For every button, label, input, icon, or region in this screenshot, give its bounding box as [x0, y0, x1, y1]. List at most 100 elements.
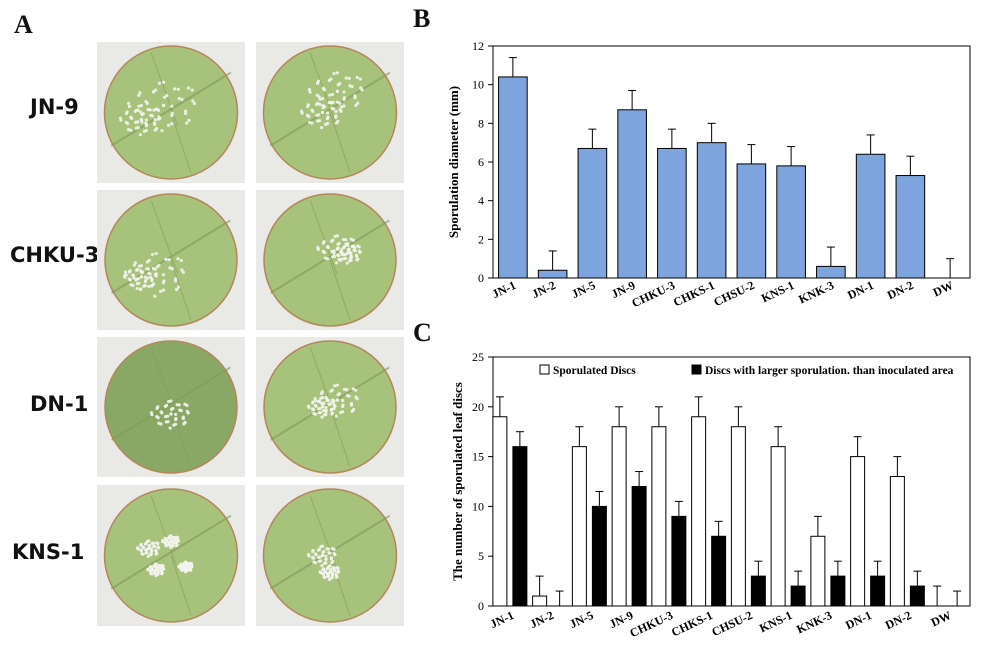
bar — [671, 515, 687, 607]
bar — [909, 585, 925, 607]
bar — [537, 269, 568, 279]
leaf-disc-drawing — [103, 45, 239, 180]
y-tick-label: 2 — [478, 232, 484, 246]
bar — [810, 535, 826, 607]
bar — [577, 147, 608, 279]
bar — [591, 505, 607, 607]
x-tick-label: KNS-1 — [759, 278, 796, 305]
bar — [691, 416, 707, 607]
y-tick-label: 10 — [472, 499, 484, 513]
chart-b-frame — [492, 45, 971, 279]
x-tick-label: JN-1 — [488, 608, 516, 631]
leaf-disc-drawing — [263, 193, 397, 327]
y-axis-label: The number of sporulated leaf discs — [450, 382, 465, 581]
y-tick-label: 10 — [472, 78, 484, 92]
leaf-disc-drawing — [262, 488, 398, 623]
leaf-disc-drawing — [103, 488, 239, 623]
y-tick-label: 15 — [472, 450, 484, 464]
y-tick-label: 0 — [478, 271, 484, 285]
leaf-disc-photo — [97, 485, 245, 626]
bar — [855, 153, 886, 279]
row-label-dn-1: DN-1 — [30, 392, 89, 416]
bar — [617, 109, 647, 279]
bar — [571, 446, 587, 607]
leaf-disc-photo — [256, 190, 404, 330]
x-tick-label: JN-5 — [567, 608, 595, 631]
leaf-disc-drawing — [104, 340, 238, 474]
bar — [790, 585, 806, 607]
x-tick-label: CHKU-3 — [630, 278, 678, 310]
row-label-jn-9: JN-9 — [30, 95, 79, 119]
x-tick-label: DW — [929, 608, 954, 629]
leaf-disc-photo — [97, 337, 245, 477]
x-tick-label: DN-1 — [845, 278, 876, 302]
leaf-disc-drawing — [262, 45, 398, 180]
leaf-disc-drawing — [104, 193, 238, 327]
y-tick-label: 20 — [472, 400, 484, 414]
x-tick-label: JN-9 — [607, 608, 635, 631]
x-tick-label: JN-2 — [528, 608, 556, 631]
legend-label: Sporulated Discs — [553, 365, 636, 377]
bar — [492, 416, 508, 607]
bar — [631, 485, 647, 607]
bar — [730, 426, 746, 607]
y-tick-label: 5 — [478, 549, 484, 563]
x-tick-label: KNS-1 — [757, 608, 794, 635]
y-tick-label: 12 — [472, 39, 484, 53]
y-tick-label: 0 — [478, 599, 484, 613]
x-tick-label: DN-1 — [843, 608, 874, 632]
y-axis-label: Sporulation diameter (mm) — [446, 86, 461, 238]
x-tick-label: CHSU-2 — [711, 278, 756, 309]
y-tick-label: 25 — [472, 350, 484, 364]
x-tick-label: JN-9 — [609, 278, 637, 301]
legend-swatch — [691, 364, 702, 375]
row-label-kns-1: KNS-1 — [12, 540, 85, 564]
row-label-chku-3: CHKU-3 — [10, 243, 100, 267]
bar — [498, 76, 528, 279]
bar — [651, 426, 667, 607]
y-tick-label: 8 — [478, 116, 484, 130]
x-tick-label: JN-1 — [490, 278, 518, 301]
leaf-disc-photo — [256, 337, 404, 477]
bar — [776, 165, 806, 279]
y-tick-label: 4 — [478, 194, 484, 208]
x-tick-label: KNK-3 — [794, 608, 834, 636]
leaf-disc-photo — [256, 42, 404, 183]
bar — [830, 575, 846, 607]
x-tick-label: CHSU-2 — [709, 608, 754, 639]
x-tick-label: CHKS-1 — [669, 608, 715, 639]
bar — [696, 142, 727, 279]
bar — [870, 575, 886, 607]
x-tick-label: KNK-3 — [796, 278, 836, 306]
bar — [657, 147, 687, 279]
y-tick-label: 6 — [478, 155, 484, 169]
bar — [750, 575, 766, 607]
leaf-disc-photo — [97, 190, 245, 330]
bar — [816, 265, 846, 279]
bar — [532, 595, 548, 607]
bar — [736, 163, 767, 279]
panel-label-b: B — [413, 4, 431, 33]
x-tick-label: CHKU-3 — [628, 608, 676, 640]
panel-label-c: C — [413, 318, 432, 347]
x-tick-label: DN-2 — [885, 278, 916, 302]
leaf-disc-drawing — [263, 340, 397, 474]
x-tick-label: CHKS-1 — [671, 278, 717, 309]
x-tick-label: DW — [931, 278, 956, 299]
legend-swatch — [539, 364, 550, 375]
bar — [512, 446, 528, 607]
leaf-disc-photo — [256, 485, 404, 626]
bar — [850, 456, 866, 607]
chart-c-frame — [492, 356, 971, 607]
x-tick-label: JN-2 — [530, 278, 558, 301]
bar — [770, 446, 786, 607]
x-tick-label: JN-5 — [569, 278, 597, 301]
x-tick-label: DN-2 — [883, 608, 914, 632]
bar — [611, 426, 627, 607]
legend-label: Discs with larger sporulation. than inoc… — [705, 365, 954, 377]
leaf-disc-photo — [97, 42, 245, 183]
bar — [889, 476, 905, 607]
panel-label-a: A — [14, 10, 33, 39]
bar — [711, 535, 727, 607]
bar — [895, 175, 926, 279]
